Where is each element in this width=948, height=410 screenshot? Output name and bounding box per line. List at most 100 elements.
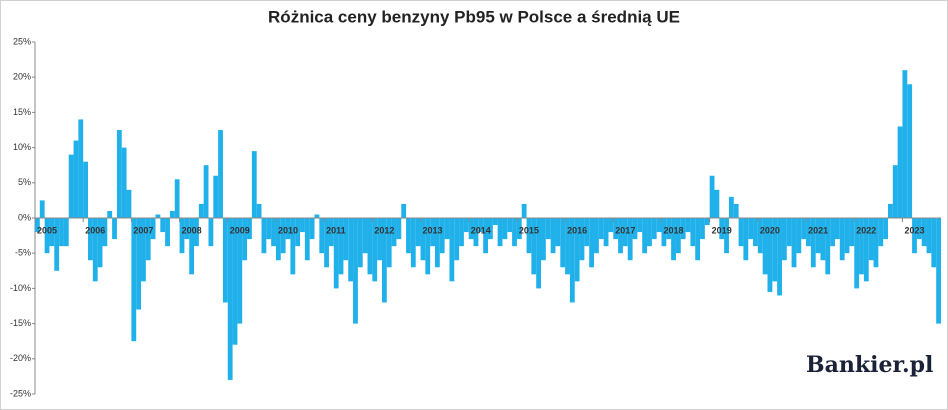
bar bbox=[613, 218, 619, 240]
bar bbox=[222, 218, 228, 303]
bar bbox=[844, 218, 850, 254]
bar bbox=[863, 218, 869, 282]
bar bbox=[198, 203, 204, 218]
x-tick-label: 2018 bbox=[663, 225, 683, 235]
x-tick-label: 2015 bbox=[519, 225, 539, 235]
bar bbox=[44, 218, 50, 254]
bar bbox=[304, 218, 310, 261]
bar bbox=[415, 218, 421, 247]
bar bbox=[565, 218, 570, 275]
bar bbox=[203, 165, 209, 218]
bar bbox=[126, 189, 132, 218]
bar bbox=[372, 218, 378, 282]
bar bbox=[145, 218, 151, 261]
bar bbox=[777, 218, 782, 296]
bar bbox=[887, 203, 893, 218]
bar bbox=[569, 218, 575, 303]
bar bbox=[319, 218, 325, 254]
bar bbox=[463, 218, 469, 233]
bar bbox=[338, 218, 344, 275]
bar bbox=[406, 218, 411, 254]
bar bbox=[213, 175, 219, 218]
bar bbox=[536, 218, 542, 289]
bar bbox=[54, 218, 60, 271]
bar bbox=[35, 218, 40, 233]
bar bbox=[907, 84, 913, 219]
bar bbox=[603, 218, 609, 247]
bar bbox=[839, 218, 845, 261]
bar bbox=[738, 218, 744, 247]
bar bbox=[748, 218, 754, 240]
bar bbox=[883, 218, 888, 240]
bar bbox=[541, 218, 546, 261]
bar bbox=[878, 218, 884, 247]
bar bbox=[830, 218, 835, 247]
bar bbox=[512, 218, 517, 247]
bar bbox=[285, 218, 291, 240]
bar bbox=[497, 218, 503, 247]
x-tick-label: 2014 bbox=[471, 225, 491, 235]
x-tick-label: 2019 bbox=[712, 225, 732, 235]
bar bbox=[728, 196, 734, 218]
bar bbox=[709, 175, 715, 218]
bar bbox=[516, 218, 522, 240]
bar bbox=[806, 218, 811, 247]
x-tick-label: 2016 bbox=[567, 225, 587, 235]
bar bbox=[921, 218, 927, 247]
x-tick-label: 2013 bbox=[423, 225, 443, 235]
bar bbox=[92, 218, 98, 282]
bar bbox=[820, 218, 826, 261]
bar bbox=[574, 218, 580, 282]
bar bbox=[97, 218, 103, 268]
bar bbox=[107, 210, 113, 218]
bar bbox=[396, 218, 402, 240]
bar bbox=[377, 218, 382, 261]
bar bbox=[892, 165, 898, 218]
x-tick-label: 2009 bbox=[230, 225, 250, 235]
bar bbox=[324, 218, 329, 268]
bar bbox=[772, 218, 778, 282]
y-tick-label: 15% bbox=[13, 107, 31, 117]
x-tick-label: 2005 bbox=[37, 225, 57, 235]
bar bbox=[73, 140, 79, 218]
bar bbox=[680, 218, 686, 240]
bar bbox=[357, 218, 363, 268]
bar bbox=[401, 203, 407, 218]
bar bbox=[271, 218, 276, 247]
bar bbox=[637, 218, 643, 233]
bar bbox=[810, 218, 816, 268]
bar bbox=[381, 218, 387, 303]
bar bbox=[796, 218, 802, 254]
bar bbox=[656, 218, 662, 233]
y-tick-label: 5% bbox=[18, 177, 31, 187]
bar bbox=[507, 218, 513, 233]
bar bbox=[430, 218, 435, 247]
bar bbox=[174, 179, 180, 218]
bar bbox=[102, 218, 108, 247]
bar bbox=[218, 130, 223, 218]
x-tick-label: 2022 bbox=[856, 225, 876, 235]
bar bbox=[367, 218, 373, 275]
bar bbox=[719, 218, 725, 240]
bar bbox=[690, 218, 696, 247]
bar bbox=[685, 218, 691, 233]
bar bbox=[733, 203, 739, 218]
y-tick-label: -15% bbox=[10, 318, 31, 328]
bar bbox=[78, 119, 84, 218]
bar bbox=[261, 218, 267, 254]
bar bbox=[931, 218, 937, 268]
bar bbox=[859, 218, 864, 275]
bar bbox=[724, 218, 729, 254]
bar bbox=[165, 218, 170, 247]
bar bbox=[362, 218, 368, 254]
y-tick-label: 10% bbox=[13, 142, 31, 152]
bar bbox=[116, 130, 122, 218]
y-tick-label: 0% bbox=[18, 212, 31, 222]
bar bbox=[420, 218, 426, 261]
bar bbox=[873, 218, 879, 268]
bar bbox=[232, 218, 238, 345]
chart-title: Różnica ceny benzyny Pb95 w Polsce a śre… bbox=[268, 7, 680, 26]
bar bbox=[150, 218, 156, 240]
bar bbox=[169, 210, 175, 218]
